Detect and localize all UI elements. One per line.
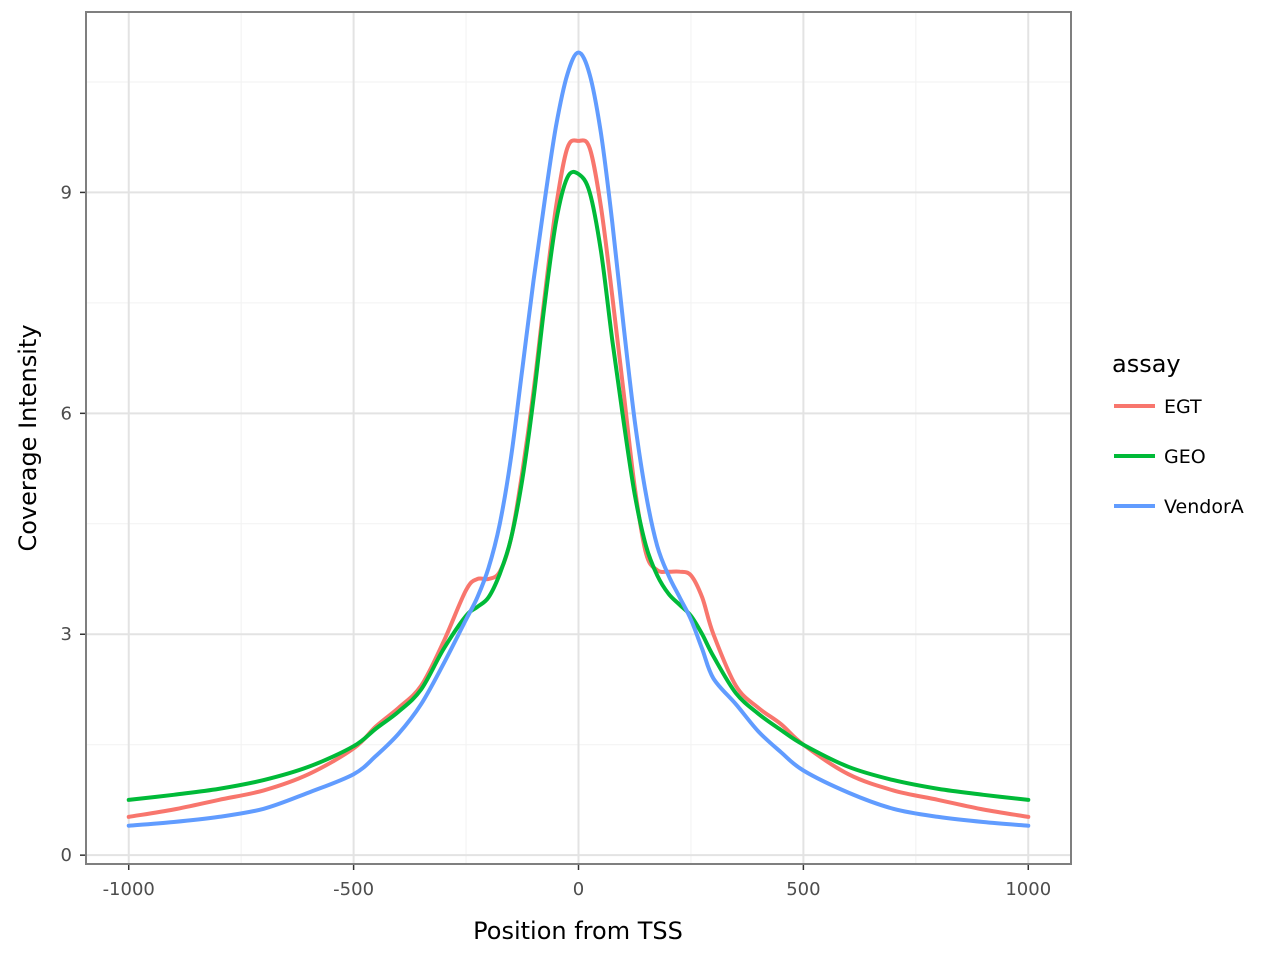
legend-label-geo: GEO — [1164, 446, 1206, 468]
y-tick-label: 3 — [61, 624, 72, 645]
y-tick-label: 0 — [61, 845, 72, 866]
series-line-egt — [126, 138, 1031, 819]
legend-title: assay — [1112, 350, 1181, 378]
series-line-geo — [126, 169, 1031, 802]
x-tick-label: 1000 — [1005, 879, 1051, 900]
x-tick-label: 500 — [786, 879, 820, 900]
y-tick-label: 6 — [61, 403, 72, 424]
y-axis-title: Coverage Intensity — [14, 324, 42, 551]
x-tick-label: -500 — [333, 879, 374, 900]
x-tick-label: -1000 — [103, 879, 155, 900]
legend-label-vendora: VendorA — [1164, 496, 1244, 518]
x-axis-title: Position from TSS — [473, 917, 683, 945]
y-tick-label: 9 — [61, 182, 72, 203]
y-axis: 0 3 6 9 — [61, 182, 85, 866]
legend: assay EGT GEO VendorA — [1112, 350, 1244, 518]
series-line-vendora — [126, 50, 1031, 828]
legend-label-egt: EGT — [1164, 396, 1202, 418]
major-gridlines — [86, 12, 1071, 864]
x-axis: -1000 -500 0 500 1000 — [103, 865, 1051, 900]
panel-border — [85, 11, 1072, 865]
series-lines — [126, 50, 1031, 828]
x-tick-label: 0 — [573, 879, 584, 900]
